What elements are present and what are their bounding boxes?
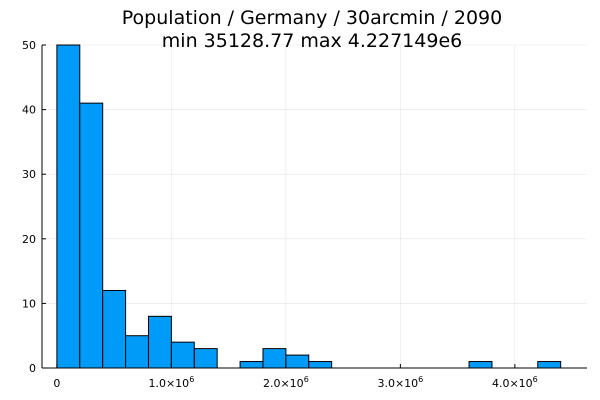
histogram-bar xyxy=(308,361,333,369)
histogram-bar xyxy=(56,44,81,369)
x-tick-label: 0 xyxy=(53,377,60,390)
y-tick-label: 20 xyxy=(22,233,36,246)
histogram-bar xyxy=(170,341,195,369)
bars xyxy=(56,44,562,369)
axes xyxy=(41,44,587,369)
y-tick-label: 40 xyxy=(22,104,36,117)
y-tick-label: 0 xyxy=(29,362,36,375)
histogram-bar xyxy=(468,361,493,369)
histogram-bar xyxy=(125,335,149,369)
y-tick-label: 10 xyxy=(22,297,36,310)
tick-labels: 0 10 20 30 40 50 0 1.0×106 2.0×106 3.0×106 4.0×106 xyxy=(22,39,538,390)
y-tick-label: 50 xyxy=(22,39,36,52)
x-tick-label: 2.0×106 xyxy=(263,375,309,390)
x-tick-label: 3.0×106 xyxy=(377,375,423,390)
x-tick-label: 4.0×106 xyxy=(492,375,538,390)
chart-subtitle: min 35128.77 max 4.227149e6 xyxy=(162,30,462,52)
histogram-bar xyxy=(79,102,104,369)
histogram-bar xyxy=(193,348,218,369)
x-tick-label: 1.0×106 xyxy=(148,375,194,390)
histogram-bar xyxy=(537,361,562,369)
histogram-bar xyxy=(262,348,287,369)
histogram-bar xyxy=(285,354,310,369)
chart-title: Population / Germany / 30arcmin / 2090 xyxy=(122,7,502,29)
y-tick-label: 30 xyxy=(22,168,36,181)
histogram-bar xyxy=(239,361,264,369)
histogram-bar xyxy=(147,315,172,369)
histogram-bar xyxy=(102,289,127,369)
